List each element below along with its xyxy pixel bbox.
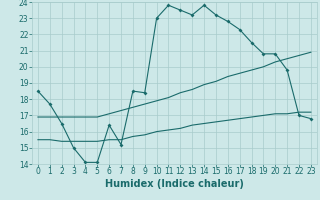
X-axis label: Humidex (Indice chaleur): Humidex (Indice chaleur) xyxy=(105,179,244,189)
